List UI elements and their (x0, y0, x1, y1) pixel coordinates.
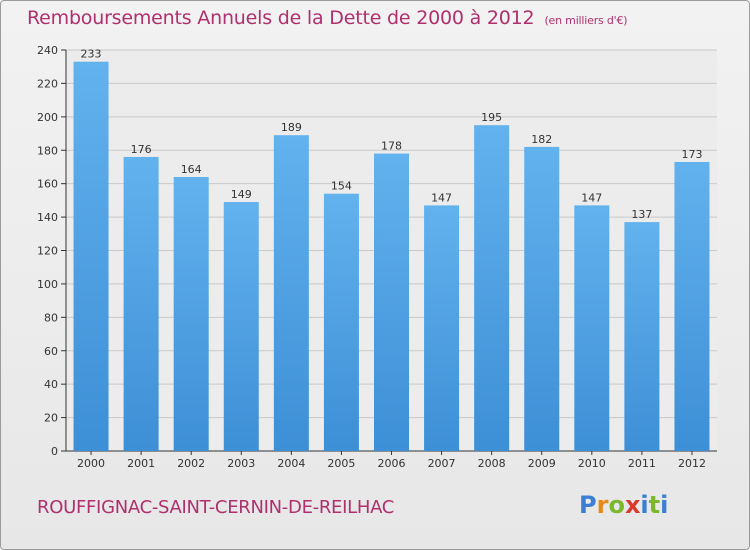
chart-subtitle: (en milliers d'€) (544, 14, 628, 27)
title-text: Remboursements Annuels de la Dette de 20… (27, 7, 535, 29)
data-label: 164 (181, 163, 202, 176)
x-tick-label: 2012 (678, 457, 706, 470)
bar (574, 205, 610, 451)
y-tick-label: 0 (51, 445, 58, 458)
x-tick-label: 2006 (378, 457, 406, 470)
data-label: 178 (381, 140, 402, 153)
data-label: 176 (131, 143, 152, 156)
bar (674, 161, 710, 451)
y-tick-label: 60 (44, 345, 58, 358)
proxiti-logo: Proxiti (579, 491, 668, 519)
x-tick-label: 2000 (77, 457, 105, 470)
commune-name: ROUFFIGNAC-SAINT-CERNIN-DE-REILHAC (37, 497, 395, 518)
x-tick-label: 2002 (177, 457, 205, 470)
x-tick-label: 2009 (528, 457, 556, 470)
data-label: 195 (481, 111, 502, 124)
logo-letter: i (640, 491, 649, 519)
data-label: 147 (431, 191, 452, 204)
data-label: 189 (281, 121, 302, 134)
x-tick-label: 2007 (428, 457, 456, 470)
chart-title: Remboursements Annuels de la Dette de 20… (27, 7, 628, 29)
data-label: 154 (331, 180, 352, 193)
bar (123, 156, 159, 451)
x-tick-label: 2010 (578, 457, 606, 470)
y-tick-label: 20 (44, 412, 58, 425)
x-tick-label: 2011 (628, 457, 656, 470)
y-tick-label: 200 (37, 111, 58, 124)
logo-letter: i (660, 491, 669, 519)
bar (374, 153, 409, 451)
logo-letter: o (608, 491, 625, 519)
y-tick-label: 240 (37, 44, 58, 57)
bar (624, 222, 660, 451)
y-tick-label: 80 (44, 311, 58, 324)
data-label: 137 (631, 208, 652, 221)
logo-letter: x (624, 491, 641, 519)
bar (73, 61, 109, 452)
logo-letter: t (648, 491, 661, 519)
data-label: 147 (581, 191, 602, 204)
x-tick-label: 2008 (478, 457, 506, 470)
data-label: 173 (681, 148, 702, 161)
y-tick-label: 160 (37, 178, 58, 191)
data-label: 149 (231, 188, 252, 201)
data-label: 233 (81, 48, 102, 61)
bar (323, 193, 359, 452)
bar (424, 205, 460, 451)
x-tick-label: 2004 (277, 457, 305, 470)
data-label: 182 (531, 133, 552, 146)
x-tick-label: 2005 (327, 457, 355, 470)
y-tick-label: 100 (37, 278, 58, 291)
bar (474, 125, 510, 451)
y-tick-label: 220 (37, 77, 58, 90)
bar (173, 176, 209, 451)
y-tick-label: 180 (37, 144, 58, 157)
bar (223, 202, 259, 451)
bar (524, 146, 560, 452)
y-tick-label: 40 (44, 378, 58, 391)
x-tick-label: 2001 (127, 457, 155, 470)
x-tick-label: 2003 (227, 457, 255, 470)
logo-letter: P (579, 491, 597, 519)
logo-letter: r (596, 491, 609, 519)
y-tick-label: 140 (37, 211, 58, 224)
bar (273, 135, 309, 451)
y-tick-label: 120 (37, 245, 58, 258)
